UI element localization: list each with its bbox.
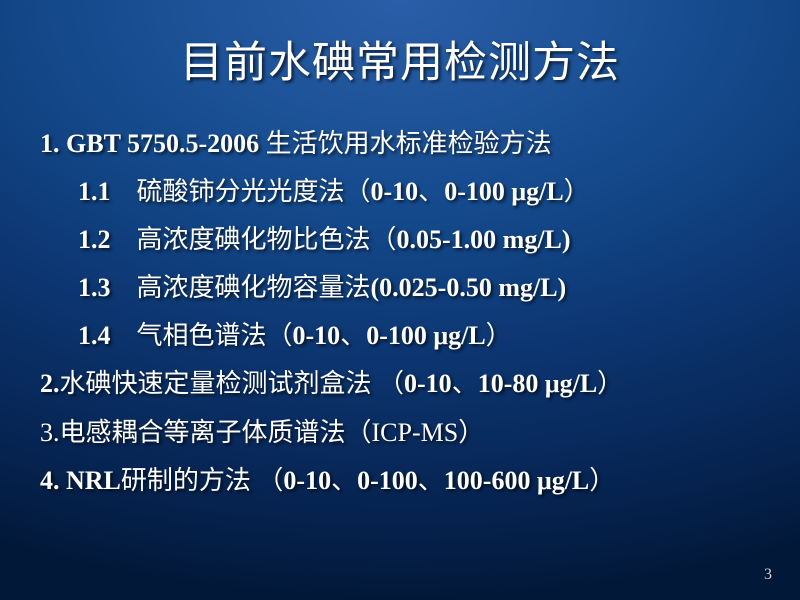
content-line: 1.3 高浓度碘化物容量法(0.025-0.50 mg/L) [40, 264, 760, 312]
content-line: 1. GBT 5750.5-2006 生活饮用水标准检验方法 [40, 120, 760, 168]
page-number: 3 [764, 566, 772, 584]
content-line: 4. NRL研制的方法 （0-10、0-100、100-600 μg/L） [40, 457, 760, 505]
content-line: 1.2 高浓度碘化物比色法（0.05-1.00 mg/L) [40, 216, 760, 264]
slide-title: 目前水碘常用检测方法 [40, 28, 760, 90]
content-line: 3.电感耦合等离子体质谱法（ICP-MS） [40, 409, 760, 457]
content-line: 1.1 硫酸铈分光光度法（0-10、0-100 μg/L） [40, 168, 760, 216]
content-line: 1.4 气相色谱法（0-10、0-100 μg/L） [40, 312, 760, 360]
slide-content: 1. GBT 5750.5-2006 生活饮用水标准检验方法1.1 硫酸铈分光光… [40, 120, 760, 505]
slide: 目前水碘常用检测方法 1. GBT 5750.5-2006 生活饮用水标准检验方… [0, 0, 800, 600]
content-line: 2.水碘快速定量检测试剂盒法 （0-10、10-80 μg/L） [40, 360, 760, 408]
